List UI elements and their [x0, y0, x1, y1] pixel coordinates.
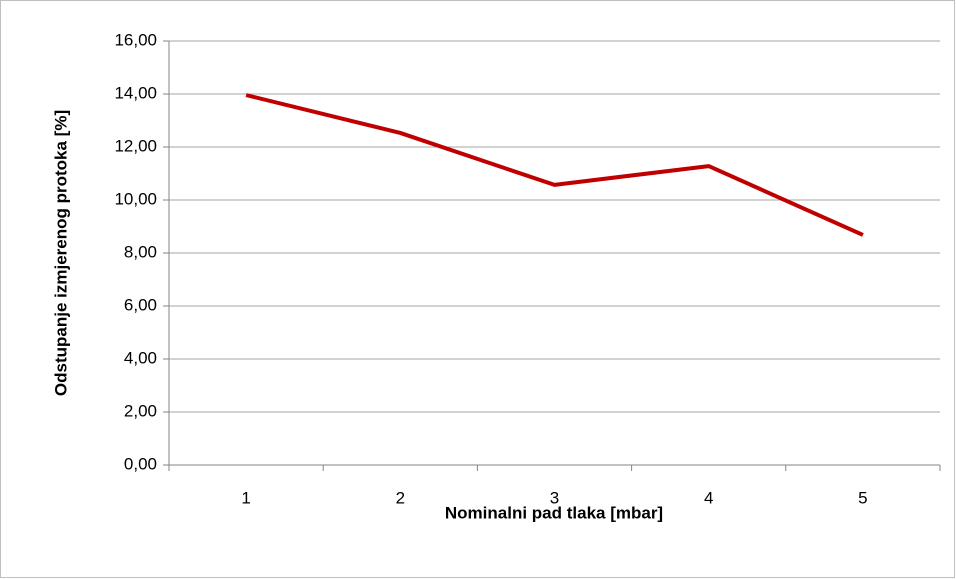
x-tick-label: 5 — [858, 488, 867, 507]
y-axis-title: Odstupanje izmjerenog protoka [%] — [51, 110, 70, 396]
y-tick-label: 10,00 — [114, 189, 157, 208]
x-axis-title: Nominalni pad tlaka [mbar] — [445, 503, 663, 522]
y-tick-label: 16,00 — [114, 30, 157, 49]
x-tick-label: 3 — [550, 488, 559, 507]
x-tick-label: 2 — [396, 488, 405, 507]
y-tick-label: 12,00 — [114, 136, 157, 155]
y-tick-label: 6,00 — [124, 295, 157, 314]
data-line — [245, 93, 864, 237]
y-tick-label: 8,00 — [124, 242, 157, 261]
y-tick-label: 14,00 — [114, 83, 157, 102]
x-tick-label: 1 — [241, 488, 250, 507]
y-tick-label: 0,00 — [124, 454, 157, 473]
y-tick-label: 2,00 — [124, 401, 157, 420]
x-tick-label: 4 — [704, 488, 713, 507]
y-tick-label: 4,00 — [124, 348, 157, 367]
